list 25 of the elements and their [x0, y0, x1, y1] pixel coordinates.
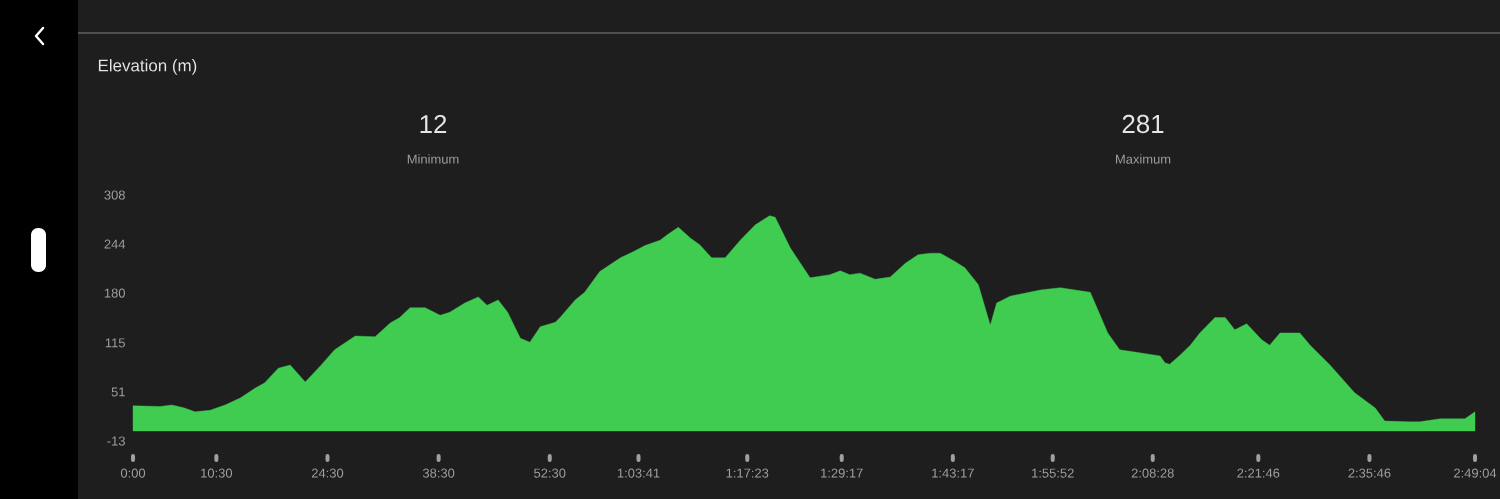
text: 281: [1122, 114, 1164, 134]
chart-title: Elevation (m): [98, 59, 197, 75]
x-tick-label: 52:30: [534, 468, 566, 478]
x-tick-label: 1:03:41: [617, 468, 660, 478]
x-tick-label: 24:30: [311, 468, 344, 478]
x-tick-label: 1:55:52: [1032, 468, 1074, 478]
text: Maximum: [1116, 154, 1171, 164]
y-tick-label: 244: [104, 239, 126, 249]
y-tick-label: 180: [104, 288, 125, 298]
text: Minimum: [407, 154, 459, 164]
x-tick-label: 1:43:17: [932, 468, 974, 478]
y-tick-label: 51: [111, 387, 125, 397]
x-tick-label: 2:21:46: [1237, 468, 1280, 478]
y-tick-label: -13: [107, 436, 125, 446]
x-tick-label: 38:30: [422, 468, 455, 478]
x-tick-label: 1:17:23: [726, 468, 769, 478]
x-tick-label: 2:35:46: [1348, 468, 1391, 478]
y-tick-label: 115: [105, 338, 125, 348]
x-tick-label: 2:49:04: [1454, 468, 1497, 478]
x-tick-label: 1:29:17: [821, 468, 863, 478]
text: 12: [420, 114, 447, 134]
y-tick-label: 308: [104, 190, 125, 200]
x-tick-label: 10:30: [201, 468, 233, 478]
x-tick-label: 0:00: [120, 468, 146, 478]
x-tick-label: 2:08:28: [1131, 468, 1174, 478]
